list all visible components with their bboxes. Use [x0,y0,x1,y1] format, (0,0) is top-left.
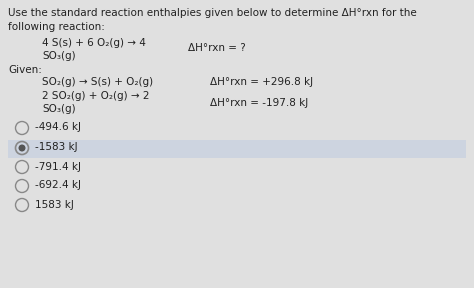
Text: -791.4 kJ: -791.4 kJ [35,162,81,171]
Text: 2 SO₂(g) + O₂(g) → 2: 2 SO₂(g) + O₂(g) → 2 [42,91,149,101]
Text: 4 S(s) + 6 O₂(g) → 4: 4 S(s) + 6 O₂(g) → 4 [42,38,146,48]
Text: SO₃(g): SO₃(g) [42,51,76,61]
Circle shape [18,145,26,151]
Text: -494.6 kJ: -494.6 kJ [35,122,81,132]
Text: following reaction:: following reaction: [8,22,105,32]
Text: Use the standard reaction enthalpies given below to determine ΔH°rxn for the: Use the standard reaction enthalpies giv… [8,8,417,18]
Text: SO₃(g): SO₃(g) [42,104,76,114]
Text: ΔH°rxn = -197.8 kJ: ΔH°rxn = -197.8 kJ [210,98,308,108]
Text: ΔH°rxn = +296.8 kJ: ΔH°rxn = +296.8 kJ [210,77,313,87]
Text: -1583 kJ: -1583 kJ [35,143,78,153]
Text: SO₂(g) → S(s) + O₂(g): SO₂(g) → S(s) + O₂(g) [42,77,153,87]
Text: -692.4 kJ: -692.4 kJ [35,181,81,190]
Text: 1583 kJ: 1583 kJ [35,200,74,209]
Text: ΔH°rxn = ?: ΔH°rxn = ? [188,43,246,53]
Text: Given:: Given: [8,65,42,75]
FancyBboxPatch shape [8,139,466,158]
